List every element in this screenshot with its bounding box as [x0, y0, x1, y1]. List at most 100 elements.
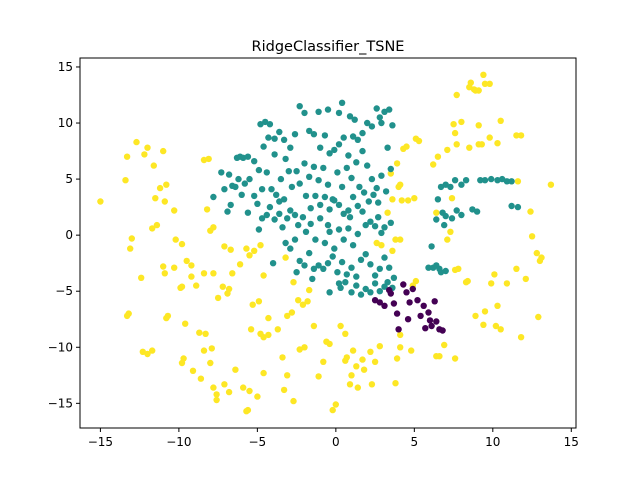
scatter-point-s2-17 [428, 322, 435, 330]
scatter-point-s2-16 [426, 317, 434, 324]
scatter-point-s1-110 [291, 236, 299, 243]
scatter-point-s0-13 [127, 245, 134, 252]
scatter-point-s1-189 [481, 177, 489, 184]
scatter-point-s0-182 [503, 280, 511, 287]
scatter-point-s1-44 [287, 207, 294, 214]
scatter-point-s0-132 [387, 170, 394, 177]
scatter-point-s1-115 [315, 262, 322, 269]
scatter-point-s0-160 [486, 134, 493, 141]
scatter-point-s0-133 [393, 160, 401, 167]
scatter-point-s0-128 [397, 181, 404, 188]
scatter-point-s0-38 [210, 270, 217, 277]
scatter-point-s1-61 [321, 132, 329, 139]
scatter-point-s0-141 [453, 141, 460, 148]
scatter-point-s1-215 [359, 208, 366, 215]
scatter-point-s1-138 [367, 289, 374, 296]
x-tick-label: −5 [249, 435, 267, 449]
scatter-point-s2-11 [404, 316, 412, 323]
x-tick-label: 15 [564, 435, 579, 449]
scatter-point-s0-177 [488, 280, 495, 287]
scatter-point-s1-88 [321, 193, 329, 201]
scatter-point-s0-119 [397, 331, 404, 339]
scatter-point-s0-31 [182, 320, 189, 327]
scatter-point-s0-179 [494, 302, 501, 309]
scatter-point-s0-185 [533, 249, 540, 257]
y-tick-label: 5 [65, 172, 73, 186]
scatter-point-s0-168 [447, 228, 454, 235]
scatter-point-s1-147 [373, 184, 380, 192]
scatter-point-s0-61 [178, 359, 186, 367]
scatter-point-s1-12 [225, 171, 233, 178]
scatter-point-s1-188 [477, 177, 484, 184]
scatter-point-s1-163 [346, 113, 354, 120]
scatter-point-s1-76 [320, 164, 327, 172]
scatter-point-s1-55 [296, 103, 303, 110]
scatter-point-s1-118 [329, 253, 336, 260]
scatter-point-s0-161 [494, 140, 501, 147]
scatter-point-s1-20 [265, 134, 272, 141]
scatter-point-s1-30 [277, 175, 285, 183]
scatter-point-s0-111 [346, 381, 354, 388]
scatter-point-s1-39 [266, 203, 274, 211]
scatter-point-s0-78 [279, 354, 286, 361]
scatter-point-s0-145 [451, 129, 459, 137]
scatter-point-s0-202 [171, 264, 178, 271]
scatter-point-s0-39 [214, 294, 222, 302]
scatter-point-s1-126 [367, 261, 374, 268]
scatter-point-s1-109 [287, 245, 294, 252]
y-tick-label: 15 [58, 60, 73, 74]
scatter-point-s0-11 [163, 181, 170, 188]
scatter-point-s0-169 [444, 236, 451, 243]
scatter-point-s1-105 [345, 225, 352, 232]
scatter-point-s0-40 [219, 283, 226, 290]
scatter-point-s0-43 [229, 270, 236, 277]
scatter-point-s0-33 [188, 273, 195, 280]
scatter-point-s0-92 [296, 346, 303, 353]
scatter-point-s1-171 [362, 221, 369, 229]
scatter-point-s0-67 [213, 391, 220, 398]
scatter-point-s0-79 [280, 386, 288, 394]
scatter-point-s0-199 [306, 286, 313, 294]
scatter-point-s0-123 [392, 236, 399, 243]
scatter-point-s2-4 [390, 300, 398, 307]
y-tick-label: −15 [48, 396, 73, 410]
scatter-point-s1-57 [306, 127, 313, 135]
x-tick-label: 0 [332, 435, 340, 449]
scatter-point-s0-180 [492, 322, 500, 330]
scatter-point-s1-95 [354, 202, 361, 210]
scatter-point-s0-10 [161, 198, 168, 205]
scatter-point-s0-62 [189, 367, 197, 374]
scatter-point-s2-18 [431, 298, 438, 305]
scatter-point-s0-153 [481, 80, 489, 88]
scatter-point-s0-18 [161, 270, 168, 277]
scatter-point-s0-124 [397, 236, 404, 243]
scatter-point-s1-116 [320, 265, 327, 272]
scatter-point-s0-140 [444, 146, 451, 154]
scatter-point-s0-101 [349, 347, 357, 354]
scatter-point-s1-102 [331, 245, 338, 252]
scatter-point-s1-43 [284, 215, 291, 222]
scatter-point-s1-16 [244, 153, 252, 160]
scatter-point-s0-81 [290, 397, 297, 405]
scatter-point-s0-30 [163, 314, 170, 322]
scatter-point-s2-12 [414, 297, 421, 304]
scatter-point-s1-165 [335, 109, 343, 117]
scatter-point-s1-23 [280, 136, 288, 143]
scatter-point-s1-156 [373, 105, 380, 112]
scatter-point-s1-169 [375, 214, 382, 221]
scatter-point-s0-70 [225, 388, 233, 396]
scatter-point-s1-144 [359, 147, 366, 155]
scatter-point-s1-170 [378, 229, 385, 237]
scatter-point-s1-151 [356, 183, 363, 191]
scatter-point-s1-17 [251, 158, 258, 165]
scatter-point-s1-26 [258, 186, 266, 193]
scatter-point-s1-157 [376, 114, 383, 121]
scatter-point-s1-212 [276, 198, 283, 205]
scatter-point-s0-98 [337, 322, 344, 330]
scatter-point-s0-25 [123, 312, 131, 320]
scatter-point-s2-2 [381, 302, 388, 309]
scatter-point-s0-45 [246, 252, 253, 259]
scatter-point-s0-22 [183, 257, 190, 265]
scatter-point-s1-195 [514, 203, 522, 211]
scatter-point-s0-5 [144, 144, 151, 151]
